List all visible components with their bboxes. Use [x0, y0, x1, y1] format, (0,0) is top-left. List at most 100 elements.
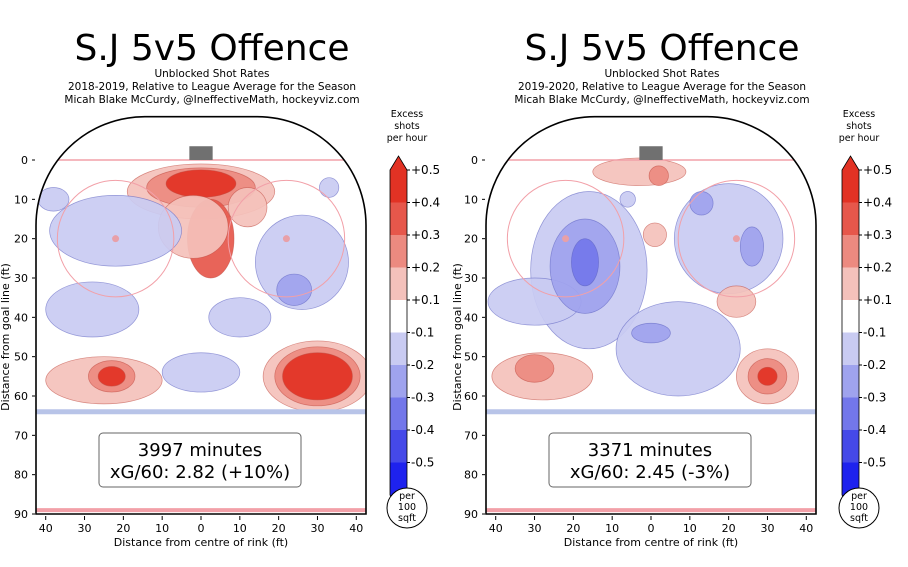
chart-title: S.J 5v5 Offence — [75, 28, 350, 69]
x-tick-label: 40 — [489, 522, 503, 535]
heat-blob — [689, 191, 714, 216]
y-tick-label: 40 — [464, 311, 478, 324]
faceoff-dot — [732, 235, 740, 243]
x-tick-label: 30 — [528, 522, 542, 535]
heat-blob — [45, 281, 140, 338]
y-tick-label: 30 — [464, 272, 478, 285]
x-axis-label: Distance from centre of rink (ft) — [564, 536, 738, 549]
y-tick-label: 20 — [464, 233, 478, 246]
x-tick-label: 20 — [272, 522, 286, 535]
colorbar-segment — [390, 397, 407, 430]
colorbar-tick-label: -0.2 — [411, 358, 434, 372]
x-tick-label: 10 — [233, 522, 247, 535]
chart-subtitle-line: Micah Blake McCurdy, @IneffectiveMath, h… — [514, 94, 809, 106]
xg-text: xG/60: 2.45 (-3%) — [570, 462, 730, 483]
heat-blob — [165, 169, 237, 198]
chart-title: S.J 5v5 Offence — [525, 28, 800, 69]
colorbar-segment — [390, 267, 407, 300]
colorbar-tick-label: -0.1 — [863, 326, 886, 340]
heat-blob — [37, 187, 70, 212]
chart-subtitle-line: 2018-2019, Relative to League Average fo… — [68, 81, 356, 93]
x-tick-label: 30 — [78, 522, 92, 535]
heat-blob — [648, 165, 669, 186]
minutes-box — [98, 432, 302, 488]
colorbar-segment — [842, 365, 859, 398]
chart-subtitle-line: Unblocked Shot Rates — [154, 68, 269, 80]
colorbar-segment — [390, 300, 407, 333]
heat-blob — [615, 301, 741, 397]
colorbar-tick-label: +0.3 — [411, 228, 440, 242]
colorbar-tick-label: -0.4 — [863, 423, 886, 437]
heat-blob — [642, 222, 667, 247]
rink-boards — [35, 115, 367, 515]
faceoff-circle — [227, 179, 346, 298]
heat-blob — [739, 226, 764, 267]
colorbar-title-line: shots — [846, 121, 872, 132]
heat-blob — [227, 187, 268, 228]
colorbar-tick-label: +0.5 — [863, 163, 892, 177]
colorbar-tick-label: -0.1 — [411, 326, 434, 340]
goal-net — [639, 146, 663, 160]
heat-blob — [571, 238, 599, 287]
y-axis-label: Distance from goal line (ft) — [0, 263, 12, 411]
faceoff-dot — [562, 235, 570, 243]
y-tick-label: 40 — [14, 311, 28, 324]
y-tick-label: 80 — [14, 469, 28, 482]
heat-blob — [757, 366, 778, 386]
colorbar-top-arrow — [390, 156, 407, 170]
y-tick-label: 10 — [464, 193, 478, 206]
heat-blob — [208, 297, 272, 338]
unit-badge — [838, 487, 880, 529]
colorbar-top-arrow — [842, 156, 859, 170]
colorbar-tick-label: +0.2 — [863, 261, 892, 275]
colorbar-tick-label: -0.3 — [411, 391, 434, 405]
colorbar-segment — [842, 397, 859, 430]
y-tick-label: 70 — [14, 429, 28, 442]
unit-badge-line: sqft — [850, 513, 868, 524]
heat-blob — [592, 157, 687, 186]
heat-blob — [97, 366, 126, 387]
heat-blob — [619, 191, 636, 208]
colorbar-segment — [842, 202, 859, 235]
x-tick-label: 40 — [39, 522, 53, 535]
y-tick-label: 50 — [14, 351, 28, 364]
colorbar-segment — [842, 170, 859, 203]
x-tick-label: 40 — [349, 522, 363, 535]
unit-badge-line: 100 — [398, 502, 416, 513]
colorbar-segment — [390, 332, 407, 365]
y-tick-label: 60 — [464, 390, 478, 403]
colorbar-segment — [842, 430, 859, 463]
minutes-box — [548, 432, 752, 488]
y-tick-label: 70 — [464, 429, 478, 442]
goal-net — [189, 146, 213, 160]
colorbar-tick-label: -0.3 — [863, 391, 886, 405]
colorbar-segment — [842, 267, 859, 300]
y-tick-label: 30 — [14, 272, 28, 285]
colorbar-tick-label: -0.5 — [411, 456, 434, 470]
chart-subtitle-line: Micah Blake McCurdy, @IneffectiveMath, h… — [64, 94, 359, 106]
colorbar-segment — [390, 202, 407, 235]
colorbar-tick-label: +0.2 — [411, 261, 440, 275]
y-tick-label: 20 — [14, 233, 28, 246]
rink-boards — [485, 115, 817, 515]
heat-blob — [514, 354, 555, 383]
y-axis-label: Distance from goal line (ft) — [451, 263, 464, 411]
colorbar-title-line: per hour — [387, 133, 428, 144]
colorbar-segment — [842, 332, 859, 365]
colorbar-title-line: per hour — [839, 133, 880, 144]
colorbar-segment — [390, 462, 407, 495]
colorbar-tick-label: +0.1 — [863, 293, 892, 307]
faceoff-dot — [282, 235, 290, 243]
colorbar-segment — [842, 235, 859, 268]
y-tick-label: 0 — [21, 154, 28, 167]
x-tick-label: 10 — [683, 522, 697, 535]
y-tick-label: 0 — [471, 154, 478, 167]
y-tick-label: 90 — [14, 508, 28, 521]
x-tick-label: 0 — [648, 522, 655, 535]
